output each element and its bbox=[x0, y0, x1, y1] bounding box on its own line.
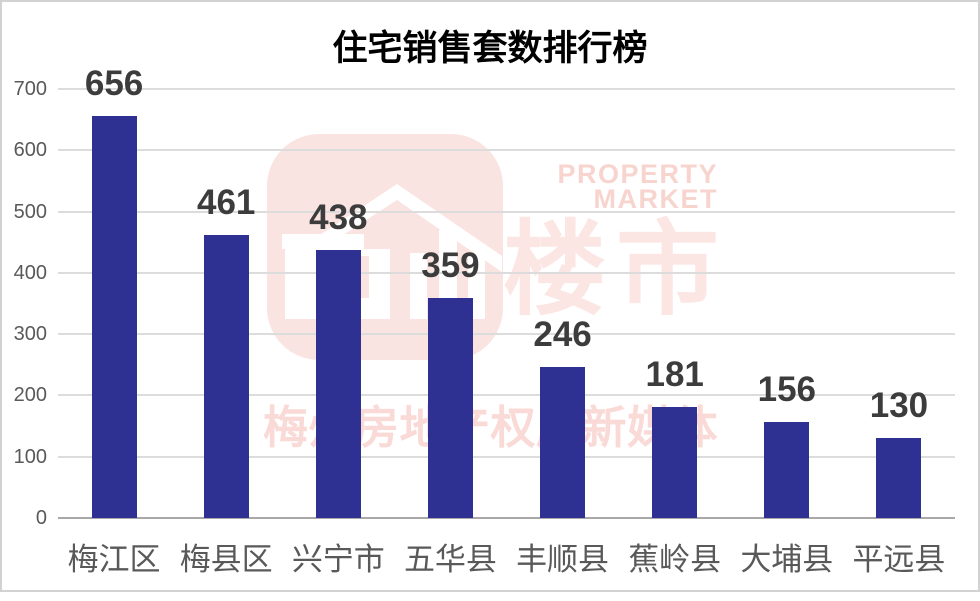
x-axis-line bbox=[58, 517, 955, 519]
gridline-500 bbox=[58, 210, 955, 213]
bar-value-label: 246 bbox=[533, 315, 592, 355]
watermark-english-line2: MARKET bbox=[593, 184, 718, 214]
bar-兴宁市 bbox=[315, 249, 361, 518]
bar-value-label: 156 bbox=[757, 370, 817, 410]
x-axis-category-label: 五华县 bbox=[403, 542, 497, 577]
x-axis-category-label: 丰顺县 bbox=[516, 542, 610, 577]
bar-梅县区 bbox=[203, 235, 249, 518]
y-axis-tick-label: 100 bbox=[13, 445, 47, 468]
y-axis-tick-label: 400 bbox=[13, 261, 47, 284]
bar-value-label: 656 bbox=[84, 63, 144, 103]
bar-大埔县 bbox=[764, 422, 810, 518]
y-axis-tick-label: 0 bbox=[35, 507, 47, 529]
y-axis-tick-label: 300 bbox=[13, 323, 47, 346]
x-axis-category-label: 平远县 bbox=[852, 542, 946, 577]
x-axis-category-label: 梅江区 bbox=[67, 542, 161, 577]
bar-value-label: 461 bbox=[196, 183, 256, 223]
x-axis-category-label: 蕉岭县 bbox=[628, 542, 722, 577]
y-axis-tick-label: 500 bbox=[13, 200, 47, 223]
watermark-english-line1: PROPERTY bbox=[557, 159, 718, 189]
y-axis-tick-label: 600 bbox=[13, 139, 47, 162]
x-axis-category-label: 梅县区 bbox=[179, 542, 273, 577]
bar-蕉岭县 bbox=[652, 407, 698, 518]
gridline-700 bbox=[58, 88, 955, 90]
bar-丰顺县 bbox=[540, 367, 586, 518]
gridline-200 bbox=[58, 394, 955, 397]
chart-title: 住宅销售套数排行榜 bbox=[332, 29, 648, 68]
bar-value-label: 359 bbox=[421, 245, 480, 285]
bar-value-label: 130 bbox=[869, 386, 929, 426]
y-axis-tick-label: 200 bbox=[13, 384, 47, 407]
bar-梅江区 bbox=[91, 115, 137, 518]
gridline-300 bbox=[58, 333, 955, 336]
y-axis-tick-label: 700 bbox=[13, 78, 47, 100]
bar-value-label: 438 bbox=[309, 197, 368, 237]
x-axis-category-label: 兴宁市 bbox=[291, 542, 385, 577]
x-axis-category-label: 大埔县 bbox=[740, 542, 834, 577]
gridline-600 bbox=[58, 149, 955, 152]
bar-平远县 bbox=[876, 438, 922, 518]
gridline-100 bbox=[58, 455, 955, 458]
bar-五华县 bbox=[427, 297, 473, 518]
watermark-brand-text: 楼市 bbox=[503, 212, 729, 327]
gridline-400 bbox=[58, 271, 955, 274]
bar-value-label: 181 bbox=[645, 355, 704, 395]
watermark-english-text: PROPERTY MARKET bbox=[430, 159, 718, 214]
